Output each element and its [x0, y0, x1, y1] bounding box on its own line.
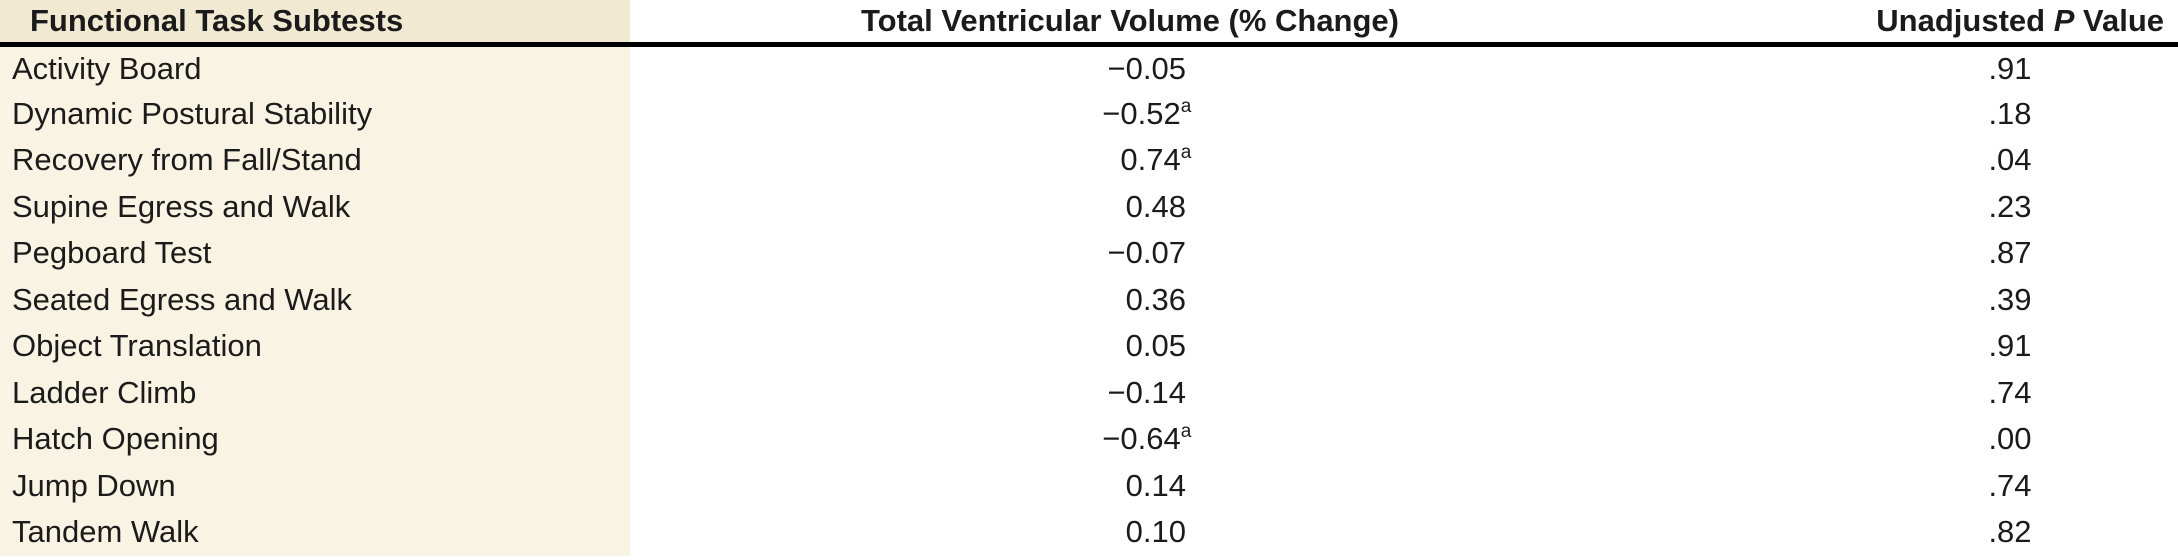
- table-row: Jump Down 0.14 .74: [0, 462, 2178, 510]
- footnote-marker: a: [1180, 421, 1192, 443]
- p-value-text: .39: [1988, 281, 2032, 317]
- volume-change-cell: −0.64a: [630, 416, 1630, 463]
- p-value-cell: .39: [1630, 277, 2178, 324]
- task-name-text: Dynamic Postural Stability: [12, 95, 373, 131]
- column-header-functional-task-subtests: Functional Task Subtests: [0, 0, 630, 47]
- p-value-text: .00: [1988, 421, 2032, 457]
- table-row: Tandem Walk 0.10 .82: [0, 509, 2178, 556]
- table-row: Object Translation 0.05 .91: [0, 323, 2178, 370]
- task-name-cell: Jump Down: [0, 462, 630, 509]
- p-value-cell: .18: [1630, 91, 2178, 138]
- p-value-cell: .82: [1630, 509, 2178, 556]
- volume-change-value: −0.64: [1102, 421, 1181, 457]
- column-header-unadjusted-p-value: Unadjusted P Value: [1630, 0, 2178, 47]
- volume-change-value: −0.14: [1107, 374, 1186, 410]
- volume-change-value: 0.48: [1125, 188, 1186, 224]
- task-name-cell: Pegboard Test: [0, 230, 630, 277]
- task-name-text: Recovery from Fall/Stand: [12, 142, 362, 178]
- p-value-cell: .00: [1630, 416, 2178, 463]
- volume-change-cell: −0.05: [630, 44, 1630, 91]
- task-name-text: Activity Board: [12, 50, 202, 86]
- table-row: Supine Egress and Walk 0.48 .23: [0, 183, 2178, 231]
- table-row: Activity Board −0.05 .91: [0, 44, 2178, 91]
- task-name-cell: Object Translation: [0, 323, 630, 370]
- p-value-cell: .91: [1630, 323, 2178, 370]
- table-row: Recovery from Fall/Stand 0.74a .04: [0, 137, 2178, 184]
- p-value-cell: .74: [1630, 463, 2178, 510]
- task-name-cell: Supine Egress and Walk: [0, 183, 630, 230]
- table-row: Hatch Opening −0.64a .00: [0, 416, 2178, 463]
- volume-change-cell: −0.52a: [630, 91, 1630, 138]
- task-name-text: Tandem Walk: [12, 514, 199, 550]
- task-name-cell: Seated Egress and Walk: [0, 276, 630, 323]
- header-row: Functional Task Subtests Total Ventricul…: [0, 0, 2178, 47]
- task-name-text: Pegboard Test: [12, 235, 212, 271]
- volume-change-cell: 0.36: [630, 277, 1630, 324]
- p-value-text: .18: [1988, 95, 2032, 131]
- p-value-text: .23: [1988, 188, 2032, 224]
- task-name-cell: Tandem Walk: [0, 509, 630, 556]
- table-header: Functional Task Subtests Total Ventricul…: [0, 0, 2178, 47]
- task-name-cell: Activity Board: [0, 44, 630, 91]
- volume-change-value: 0.10: [1125, 514, 1186, 550]
- p-value-text: .87: [1988, 235, 2032, 271]
- p-value-cell: .04: [1630, 137, 2178, 184]
- volume-change-cell: −0.07: [630, 230, 1630, 277]
- volume-change-cell: 0.14: [630, 463, 1630, 510]
- table-row: Ladder Climb −0.14 .74: [0, 369, 2178, 417]
- footnote-marker: a: [1180, 142, 1192, 164]
- task-name-cell: Hatch Opening: [0, 416, 630, 463]
- table-row: Pegboard Test −0.07 .87: [0, 230, 2178, 277]
- p-value-text: .91: [1988, 50, 2032, 86]
- task-name-cell: Dynamic Postural Stability: [0, 90, 630, 137]
- p-value-text: .91: [1988, 328, 2032, 364]
- p-value-cell: .74: [1630, 370, 2178, 417]
- task-name-text: Supine Egress and Walk: [12, 188, 351, 224]
- p-value-text: .74: [1988, 374, 2032, 410]
- p-value-text: .04: [1988, 142, 2032, 178]
- volume-change-value: −0.07: [1107, 235, 1186, 271]
- volume-change-value: 0.74: [1120, 142, 1181, 178]
- task-name-cell: Ladder Climb: [0, 369, 630, 416]
- task-name-text: Seated Egress and Walk: [12, 281, 353, 317]
- column-header-total-ventricular-volume: Total Ventricular Volume (% Change): [630, 0, 1630, 47]
- p-value-text: .74: [1988, 467, 2032, 503]
- task-name-text: Ladder Climb: [12, 374, 197, 410]
- table-row: Seated Egress and Walk 0.36 .39: [0, 276, 2178, 324]
- volume-change-cell: 0.74a: [630, 137, 1630, 184]
- volume-change-cell: 0.48: [630, 184, 1630, 231]
- p-value-text: .82: [1988, 514, 2032, 550]
- table-row: Dynamic Postural Stability −0.52a .18: [0, 90, 2178, 138]
- volume-change-cell: 0.10: [630, 509, 1630, 556]
- task-name-text: Jump Down: [12, 467, 176, 503]
- p-value-cell: .87: [1630, 230, 2178, 277]
- task-name-cell: Recovery from Fall/Stand: [0, 137, 630, 184]
- volume-change-cell: 0.05: [630, 323, 1630, 370]
- footnote-marker: a: [1180, 95, 1192, 117]
- header-text-unadjusted: Unadjusted: [1876, 2, 2054, 38]
- volume-change-value: 0.36: [1125, 281, 1186, 317]
- volume-change-cell: −0.14: [630, 370, 1630, 417]
- task-name-text: Hatch Opening: [12, 421, 219, 457]
- task-name-text: Object Translation: [12, 328, 262, 364]
- header-text-value: Value: [2074, 2, 2164, 38]
- header-text-p-italic: P: [2053, 2, 2075, 38]
- volume-change-value: 0.05: [1125, 328, 1186, 364]
- volume-change-value: −0.05: [1107, 50, 1186, 86]
- volume-change-value: 0.14: [1125, 467, 1186, 503]
- table-body: Activity Board −0.05 .91 Dynamic Postura…: [0, 44, 2178, 556]
- volume-change-value: −0.52: [1102, 95, 1181, 131]
- p-value-cell: .91: [1630, 44, 2178, 91]
- p-value-cell: .23: [1630, 184, 2178, 231]
